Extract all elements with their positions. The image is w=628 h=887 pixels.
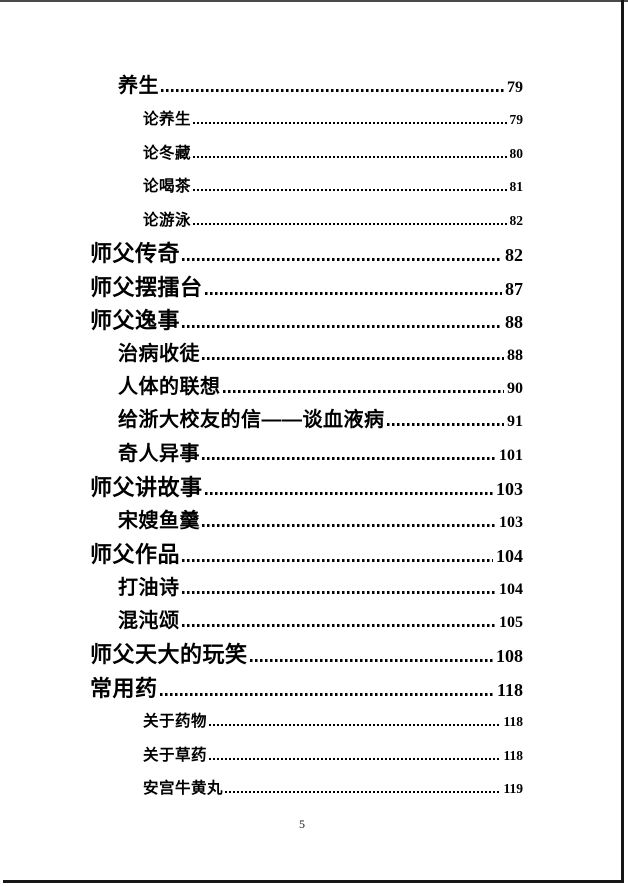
dot-leader [202,523,496,527]
dot-leader [181,590,496,594]
toc-entry: 养生 79 [118,70,523,103]
toc-entry-label: 论喝茶 [143,178,192,196]
toc-entry-page-number: 104 [496,546,523,567]
dot-leader [202,456,496,460]
toc-entry-page-number: 118 [503,714,523,730]
toc-entry-page-number: 79 [507,79,523,96]
toc-entry-label: 师父天大的玩笑 [90,642,248,668]
toc-entry-label: 混沌颂 [118,610,180,632]
toc-entry: 奇人异事 101 [118,438,523,471]
dot-leader [181,624,496,627]
page-scan-edge-right [621,0,624,883]
toc-entry-page-number: 105 [499,614,523,631]
dot-leader [204,291,502,295]
dot-leader [193,222,507,225]
toc-entry-page-number: 103 [499,513,523,531]
toc-entry: 论养生 79 [143,103,523,136]
toc-entry-page-number: 104 [499,580,523,598]
toc-entry-page-number: 103 [496,479,523,500]
toc-entry: 师父摆擂台 87 [90,271,523,304]
toc-entry-label: 师父作品 [90,542,181,568]
toc-entry: 论喝茶 81 [143,170,523,203]
toc-entry: 治病收徒 88 [118,338,523,371]
toc-entry-page-number: 88 [505,312,523,333]
toc-entry: 论冬藏 80 [143,137,523,170]
toc-entry: 打油诗 104 [118,572,523,605]
dot-leader [209,757,501,760]
dot-leader [202,356,504,360]
toc-entry-page-number: 118 [503,747,523,763]
toc-entry: 论游泳 82 [143,204,523,237]
dot-leader [161,89,504,92]
dot-leader [222,389,504,393]
toc-entry-label: 论游泳 [143,211,192,229]
dot-leader [193,122,507,125]
toc-entry: 给浙大校友的信——谈血液病 91 [118,404,523,437]
dot-leader [225,791,501,794]
toc-entry: 师父传奇 82 [90,237,523,270]
dot-leader [182,258,502,262]
toc-entry-page-number: 79 [509,112,524,128]
toc-entry-label: 关于药物 [143,713,208,731]
dot-leader [193,189,507,192]
dot-leader [386,423,504,427]
toc-entry-label: 师父传奇 [90,241,181,267]
toc-entry-page-number: 81 [509,179,524,195]
toc-entry-label: 师父讲故事 [90,475,203,501]
toc-entry-label: 师父摆擂台 [90,274,203,300]
toc-entry-page-number: 87 [505,278,523,299]
toc-entry-page-number: 82 [505,245,523,266]
toc-entry-page-number: 80 [509,145,524,161]
toc-entry: 师父逸事 88 [90,304,523,337]
toc-entry: 关于药物 118 [143,705,523,738]
dot-leader [193,155,507,158]
dot-leader [182,559,493,563]
toc-entry-page-number: 118 [496,679,523,700]
toc-entry-label: 关于草药 [143,746,208,764]
page-number-footer: 5 [299,817,305,831]
toc-entry: 常用药 118 [90,672,523,705]
toc-entry-page-number: 90 [507,379,523,397]
toc-entry-label: 宋嫂鱼羹 [118,509,200,532]
dot-leader [159,692,494,696]
toc-entry: 师父天大的玩笑 108 [90,638,523,671]
toc-entry-label: 给浙大校友的信——谈血液病 [118,409,385,432]
toc-entry: 人体的联想 90 [118,371,523,404]
toc-entry-label: 奇人异事 [118,442,200,465]
page-scan-edge-top [0,0,628,2]
toc-entry-page-number: 82 [509,212,524,228]
toc-entry-label: 治病收徒 [118,342,200,365]
dot-leader [182,325,502,329]
toc-entry-label: 养生 [118,75,159,97]
toc-entry-label: 人体的联想 [118,375,221,398]
toc-entry-label: 安宫牛黄丸 [143,780,224,798]
toc-entry: 师父讲故事 103 [90,471,523,504]
toc-entry-label: 常用药 [90,675,158,701]
toc-entry-label: 论养生 [143,111,192,129]
toc-entry: 混沌颂 105 [118,605,523,638]
dot-leader [249,659,493,663]
toc-entry: 师父作品 104 [90,538,523,571]
toc-entry: 安宫牛黄丸 119 [143,772,523,805]
dot-leader [204,492,493,496]
toc-entry-label: 师父逸事 [90,308,181,334]
table-of-contents: 养生 79 论养生 79 论冬藏 80 论喝茶 81 论游泳 82 师父传奇 8… [90,70,523,806]
page-scan-edge-bottom [3,880,624,883]
toc-entry-page-number: 108 [496,646,523,667]
toc-entry-page-number: 91 [507,413,523,431]
dot-leader [209,724,501,727]
toc-entry: 宋嫂鱼羹 103 [118,505,523,538]
toc-entry: 关于草药 118 [143,739,523,772]
toc-entry-page-number: 88 [507,346,523,364]
toc-entry-label: 论冬藏 [143,144,192,162]
toc-entry-page-number: 119 [503,781,523,797]
toc-entry-page-number: 101 [499,446,523,464]
toc-entry-label: 打油诗 [118,576,180,599]
